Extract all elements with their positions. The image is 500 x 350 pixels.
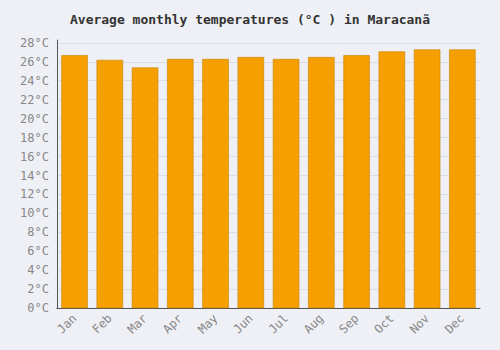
svg-text:Dec: Dec xyxy=(442,311,467,336)
svg-text:20°C: 20°C xyxy=(20,112,49,126)
svg-text:8°C: 8°C xyxy=(27,225,49,239)
svg-text:Jan: Jan xyxy=(54,311,79,336)
svg-text:4°C: 4°C xyxy=(27,263,49,277)
svg-text:Apr: Apr xyxy=(160,311,185,336)
svg-text:Aug: Aug xyxy=(301,311,326,336)
svg-text:22°C: 22°C xyxy=(20,93,49,107)
svg-text:26°C: 26°C xyxy=(20,55,49,69)
svg-text:6°C: 6°C xyxy=(27,244,49,258)
svg-text:Feb: Feb xyxy=(90,311,115,336)
svg-text:Sep: Sep xyxy=(336,311,361,336)
svg-text:Mar: Mar xyxy=(125,311,150,336)
svg-text:Oct: Oct xyxy=(372,311,397,336)
svg-text:28°C: 28°C xyxy=(20,36,49,50)
svg-text:Jun: Jun xyxy=(231,311,256,336)
svg-text:18°C: 18°C xyxy=(20,131,49,145)
svg-text:2°C: 2°C xyxy=(27,282,49,296)
svg-text:Nov: Nov xyxy=(407,311,432,336)
svg-text:16°C: 16°C xyxy=(20,150,49,164)
svg-text:0°C: 0°C xyxy=(27,301,49,315)
svg-text:May: May xyxy=(195,311,220,336)
svg-text:12°C: 12°C xyxy=(20,187,49,201)
svg-text:14°C: 14°C xyxy=(20,169,49,183)
svg-text:Average monthly temperatures (: Average monthly temperatures (°C ) in Ma… xyxy=(70,12,430,27)
svg-text:Jul: Jul xyxy=(266,311,291,336)
svg-text:10°C: 10°C xyxy=(20,206,49,220)
svg-text:24°C: 24°C xyxy=(20,74,49,88)
